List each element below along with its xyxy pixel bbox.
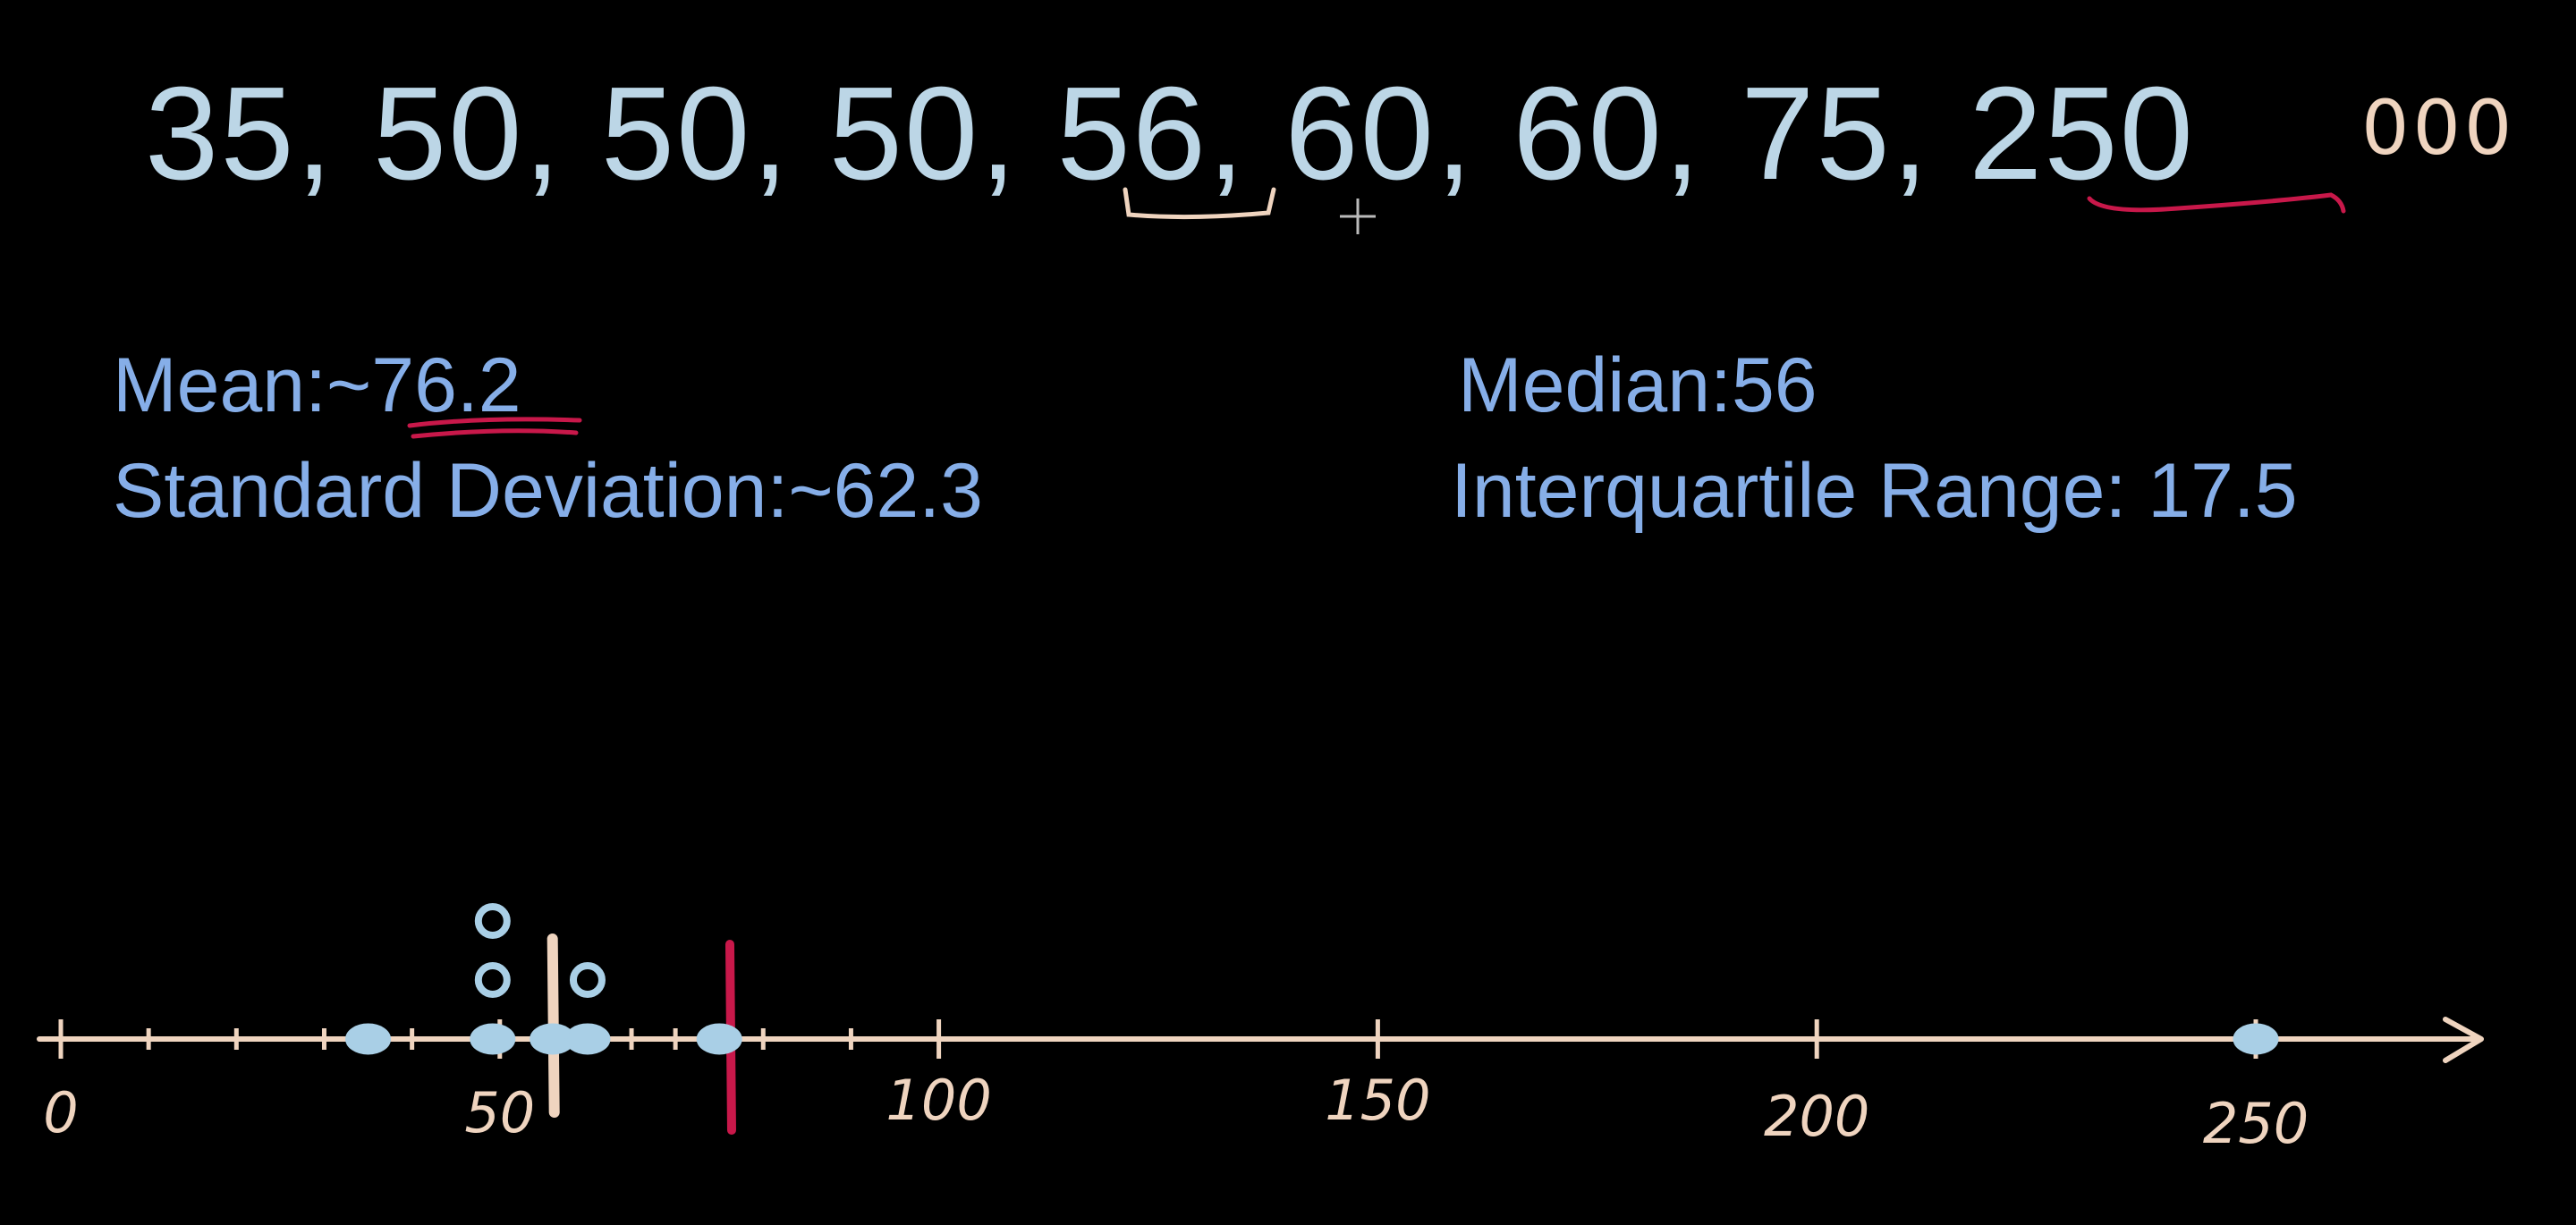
data-point	[470, 1023, 516, 1055]
median-label: Median:56	[1458, 342, 1818, 428]
sequence-separator: ,	[524, 60, 601, 207]
sequence-separator: ,	[979, 60, 1056, 207]
sequence-separator: ,	[1892, 60, 1969, 207]
tick-label: 150	[1325, 1068, 1430, 1133]
sequence-text: 35, 50, 50, 50, 56, 60, 60, 75, 250	[145, 60, 2195, 207]
number-line: 0 50 100 150 200 250	[37, 903, 2484, 1156]
cursor-crosshair-icon	[1340, 199, 1376, 234]
sequence-value: 50	[829, 60, 980, 207]
sequence-value: 75	[1741, 60, 1892, 207]
data-point	[474, 962, 511, 998]
sequence-value: 50	[601, 60, 752, 207]
minor-ticks	[146, 1028, 853, 1050]
sequence-value: 56	[1057, 60, 1208, 207]
sequence-separator: ,	[1208, 60, 1284, 207]
statistics-panel: Mean:~76.2 Standard Deviation:~62.3 Medi…	[113, 342, 2298, 534]
data-points	[345, 903, 2279, 1055]
sequence-value: 250	[1969, 60, 2195, 207]
mean-underline-annotation	[407, 417, 582, 439]
tick-label: 100	[886, 1068, 991, 1133]
tick-label: 50	[464, 1080, 535, 1145]
data-point	[696, 1023, 742, 1055]
data-point	[569, 962, 606, 998]
tick-label: 0	[43, 1080, 78, 1145]
tick-label: 250	[2203, 1091, 2309, 1156]
median-bracket-annotation	[1123, 187, 1276, 220]
sequence-separator: ,	[751, 60, 828, 207]
sequence-value: 35	[145, 60, 296, 207]
axis-arrow-icon	[2443, 1017, 2484, 1063]
sequence-value: 50	[373, 60, 524, 207]
tick-labels: 0 50 100 150 200 250	[43, 1068, 2309, 1156]
sequence-value: 60	[1513, 60, 1664, 207]
number-sequence: 35, 50, 50, 50, 56, 60, 60, 75, 250 000	[145, 60, 2515, 234]
interquartile-range-label: Interquartile Range: 17.5	[1451, 448, 2298, 534]
standard-deviation-label: Standard Deviation:~62.3	[113, 448, 983, 534]
sequence-separator: ,	[296, 60, 373, 207]
sequence-separator: ,	[1664, 60, 1741, 207]
data-point	[2233, 1023, 2279, 1055]
tick-label: 200	[1764, 1084, 1869, 1149]
outlier-underline-annotation	[2087, 192, 2346, 214]
sequence-separator: ,	[1436, 60, 1513, 207]
appended-zeros: 000	[2361, 84, 2515, 172]
data-point	[345, 1023, 392, 1055]
sequence-value: 60	[1284, 60, 1436, 207]
data-point	[474, 903, 511, 939]
data-point	[564, 1023, 611, 1055]
mean-label: Mean:~76.2	[113, 342, 521, 428]
